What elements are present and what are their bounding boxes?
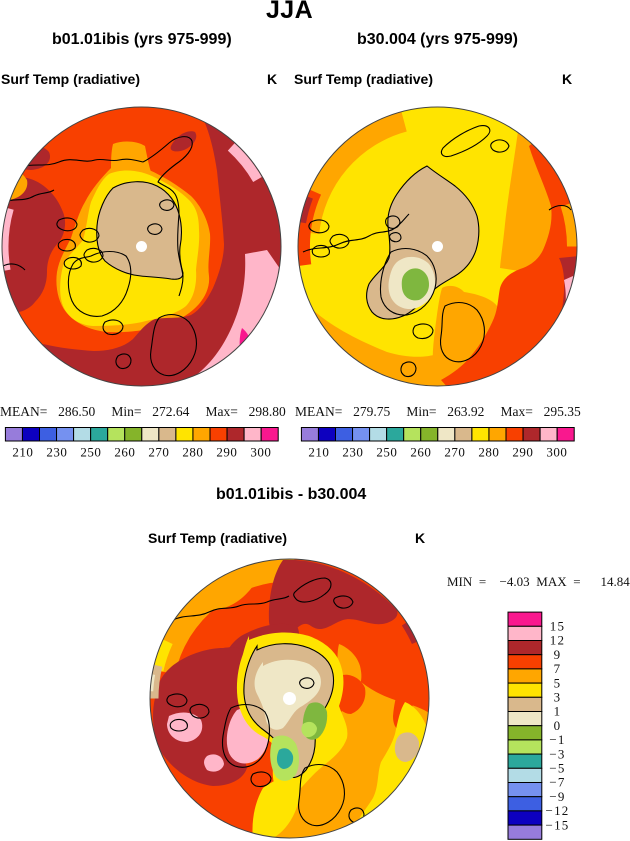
svg-text:7: 7 bbox=[554, 661, 562, 676]
svg-text:−5: −5 bbox=[549, 761, 565, 776]
svg-text:230: 230 bbox=[46, 445, 67, 460]
svg-text:5: 5 bbox=[554, 675, 562, 690]
svg-text:−1: −1 bbox=[549, 732, 565, 747]
svg-text:230: 230 bbox=[342, 445, 363, 460]
svg-text:270: 270 bbox=[444, 445, 465, 460]
svg-text:−3: −3 bbox=[549, 746, 565, 761]
svg-text:−7: −7 bbox=[549, 775, 565, 790]
svg-text:290: 290 bbox=[512, 445, 533, 460]
svg-text:290: 290 bbox=[216, 445, 237, 460]
svg-text:210: 210 bbox=[308, 445, 329, 460]
svg-text:270: 270 bbox=[148, 445, 169, 460]
svg-text:3: 3 bbox=[554, 690, 562, 705]
svg-text:9: 9 bbox=[554, 647, 562, 662]
svg-text:1: 1 bbox=[554, 704, 562, 719]
svg-text:250: 250 bbox=[376, 445, 397, 460]
svg-text:15: 15 bbox=[550, 619, 565, 634]
svg-text:12: 12 bbox=[550, 633, 565, 648]
svg-text:0: 0 bbox=[554, 718, 562, 733]
svg-text:−12: −12 bbox=[546, 803, 570, 818]
svg-text:280: 280 bbox=[182, 445, 203, 460]
svg-text:−9: −9 bbox=[549, 789, 565, 804]
svg-text:260: 260 bbox=[114, 445, 135, 460]
svg-text:250: 250 bbox=[80, 445, 101, 460]
svg-text:280: 280 bbox=[478, 445, 499, 460]
svg-text:−15: −15 bbox=[546, 817, 570, 832]
svg-text:300: 300 bbox=[250, 445, 271, 460]
svg-text:300: 300 bbox=[546, 445, 567, 460]
svg-text:260: 260 bbox=[410, 445, 431, 460]
svg-text:210: 210 bbox=[12, 445, 33, 460]
